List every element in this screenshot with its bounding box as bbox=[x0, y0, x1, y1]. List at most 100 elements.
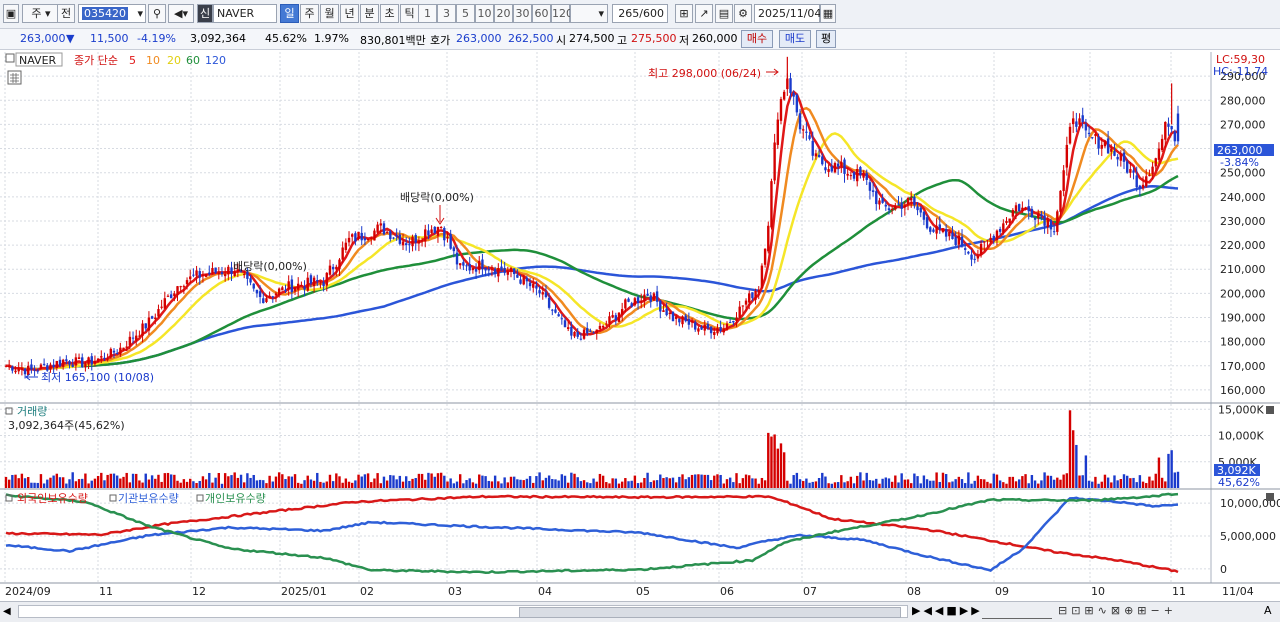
candle-body bbox=[414, 235, 417, 243]
volume-tag-label: 3,092K bbox=[1217, 464, 1256, 477]
period-tab-5[interactable]: 초 bbox=[380, 4, 399, 23]
market-select[interactable]: 주 ▾ bbox=[22, 4, 60, 23]
interval-dropdown[interactable]: ▾ bbox=[570, 4, 608, 23]
holding-close-icon[interactable] bbox=[1266, 493, 1274, 501]
ma10-label: 10 bbox=[146, 54, 160, 67]
period-tab-6[interactable]: 틱 bbox=[400, 4, 419, 23]
volume-bar bbox=[204, 479, 208, 488]
scroll-thumb[interactable] bbox=[519, 607, 901, 618]
zoom-slider[interactable] bbox=[982, 605, 1052, 619]
candle-body bbox=[929, 227, 932, 232]
interval-button-30[interactable]: 30 bbox=[513, 4, 532, 23]
eval-button[interactable]: 평 bbox=[816, 30, 836, 48]
candle-body bbox=[166, 295, 170, 297]
period-tab-0[interactable]: 일 bbox=[280, 4, 299, 23]
x-label: 2024/09 bbox=[5, 585, 51, 598]
candle-body bbox=[836, 163, 840, 167]
candle-body bbox=[506, 271, 510, 275]
candle-body bbox=[519, 279, 522, 284]
price-tick-label: 230,000 bbox=[1220, 215, 1266, 228]
candle-body bbox=[900, 202, 903, 209]
candle-body bbox=[935, 225, 938, 234]
panel-menu-icon[interactable] bbox=[5, 407, 13, 415]
volume-bar bbox=[986, 481, 989, 488]
candle-body bbox=[678, 318, 681, 323]
candle-body bbox=[738, 306, 741, 318]
stock-chart[interactable]: 160,000 170,000 180,000 190,000 200,000 210,0… bbox=[0, 50, 1280, 601]
gear-icon[interactable]: ⚙ bbox=[734, 4, 752, 23]
panel-menu-icon[interactable] bbox=[5, 494, 13, 502]
volume-bar bbox=[493, 475, 497, 488]
interval-button-60[interactable]: 60 bbox=[532, 4, 551, 23]
date-field[interactable]: 2025/11/04 bbox=[754, 4, 821, 23]
search-icon[interactable]: ⚲ bbox=[148, 4, 166, 23]
candle-body bbox=[605, 323, 608, 325]
candle-body bbox=[827, 169, 830, 172]
candle-body bbox=[1097, 137, 1100, 149]
volume-bar bbox=[713, 475, 716, 488]
volume-bar bbox=[589, 483, 592, 488]
interval-button-10[interactable]: 10 bbox=[475, 4, 494, 23]
volume-bar bbox=[525, 478, 529, 488]
horizontal-scrollbar[interactable]: ◀ ▶◀◀■▶▶ ⊟⊡⊞∿⊠⊕⊞−+ A bbox=[0, 601, 1280, 622]
table-toggle-icon[interactable] bbox=[7, 70, 22, 85]
draw-tool-icon[interactable]: ↗ bbox=[695, 4, 713, 23]
volume-bar bbox=[290, 476, 294, 488]
volume-bar bbox=[328, 474, 332, 488]
candle-body bbox=[1030, 208, 1034, 218]
candle-body bbox=[614, 315, 618, 320]
volume-bar bbox=[319, 481, 322, 488]
holding-tick-label: 5,000,000 bbox=[1220, 530, 1276, 543]
volume-bar bbox=[748, 475, 751, 488]
font-size-icon[interactable]: A bbox=[1264, 604, 1272, 617]
period-tab-1[interactable]: 주 bbox=[300, 4, 319, 23]
calendar-icon[interactable]: ▦ bbox=[820, 4, 836, 23]
buy-button[interactable]: 매수 bbox=[741, 30, 773, 48]
volume-bar bbox=[147, 479, 151, 488]
price-tick-label: 290,000 bbox=[1220, 70, 1266, 83]
stock-name-field[interactable]: NAVER bbox=[213, 4, 277, 23]
scroll-track[interactable] bbox=[18, 605, 908, 618]
x-label: 12 bbox=[192, 585, 206, 598]
chevron-down-icon[interactable]: ▾ bbox=[137, 7, 143, 20]
panel-menu-icon[interactable] bbox=[5, 53, 15, 63]
interval-button-3[interactable]: 3 bbox=[437, 4, 456, 23]
volume-close-icon[interactable] bbox=[1266, 406, 1274, 414]
price-tick-label: 160,000 bbox=[1220, 384, 1266, 397]
chart-type-icon[interactable]: ⊞ bbox=[675, 4, 693, 23]
candle-body bbox=[910, 198, 913, 201]
candle-body bbox=[754, 290, 757, 300]
candle-body bbox=[541, 292, 544, 295]
candle-body bbox=[890, 208, 894, 211]
interval-button-1[interactable]: 1 bbox=[418, 4, 437, 23]
period-tab-2[interactable]: 월 bbox=[320, 4, 339, 23]
period-tab-4[interactable]: 분 bbox=[360, 4, 379, 23]
save-icon[interactable]: ▤ bbox=[715, 4, 733, 23]
candle-body bbox=[36, 370, 39, 372]
volume-bar bbox=[1151, 480, 1154, 488]
playback-controls[interactable]: ▶◀◀■▶▶ bbox=[912, 604, 983, 617]
prev-button[interactable]: 전 bbox=[57, 4, 75, 23]
candle-body bbox=[33, 369, 36, 371]
candle-body bbox=[573, 332, 576, 337]
interval-button-20[interactable]: 20 bbox=[494, 4, 513, 23]
candle-body bbox=[744, 300, 748, 305]
interval-button-5[interactable]: 5 bbox=[456, 4, 475, 23]
window-icon[interactable]: ▣ bbox=[3, 4, 19, 23]
candle-body bbox=[357, 231, 360, 240]
volume-bar bbox=[817, 478, 821, 488]
code-input[interactable]: 035420 ▾ bbox=[78, 4, 146, 23]
count-field[interactable]: 265/600 bbox=[612, 4, 668, 23]
sell-button[interactable]: 매도 bbox=[779, 30, 811, 48]
volume-bar bbox=[538, 472, 541, 488]
volume-bar bbox=[1160, 477, 1164, 488]
speaker-icon[interactable]: ◀▾ bbox=[168, 4, 194, 23]
volume-bar bbox=[903, 479, 907, 488]
interval-button-120[interactable]: 120 bbox=[551, 4, 573, 23]
period-tab-3[interactable]: 년 bbox=[340, 4, 359, 23]
chart-tools-icons[interactable]: ⊟⊡⊞∿⊠⊕⊞−+ bbox=[1058, 604, 1177, 617]
scroll-left-icon[interactable]: ◀ bbox=[3, 606, 11, 617]
candle-body bbox=[802, 129, 805, 131]
volume-bar bbox=[983, 479, 986, 488]
